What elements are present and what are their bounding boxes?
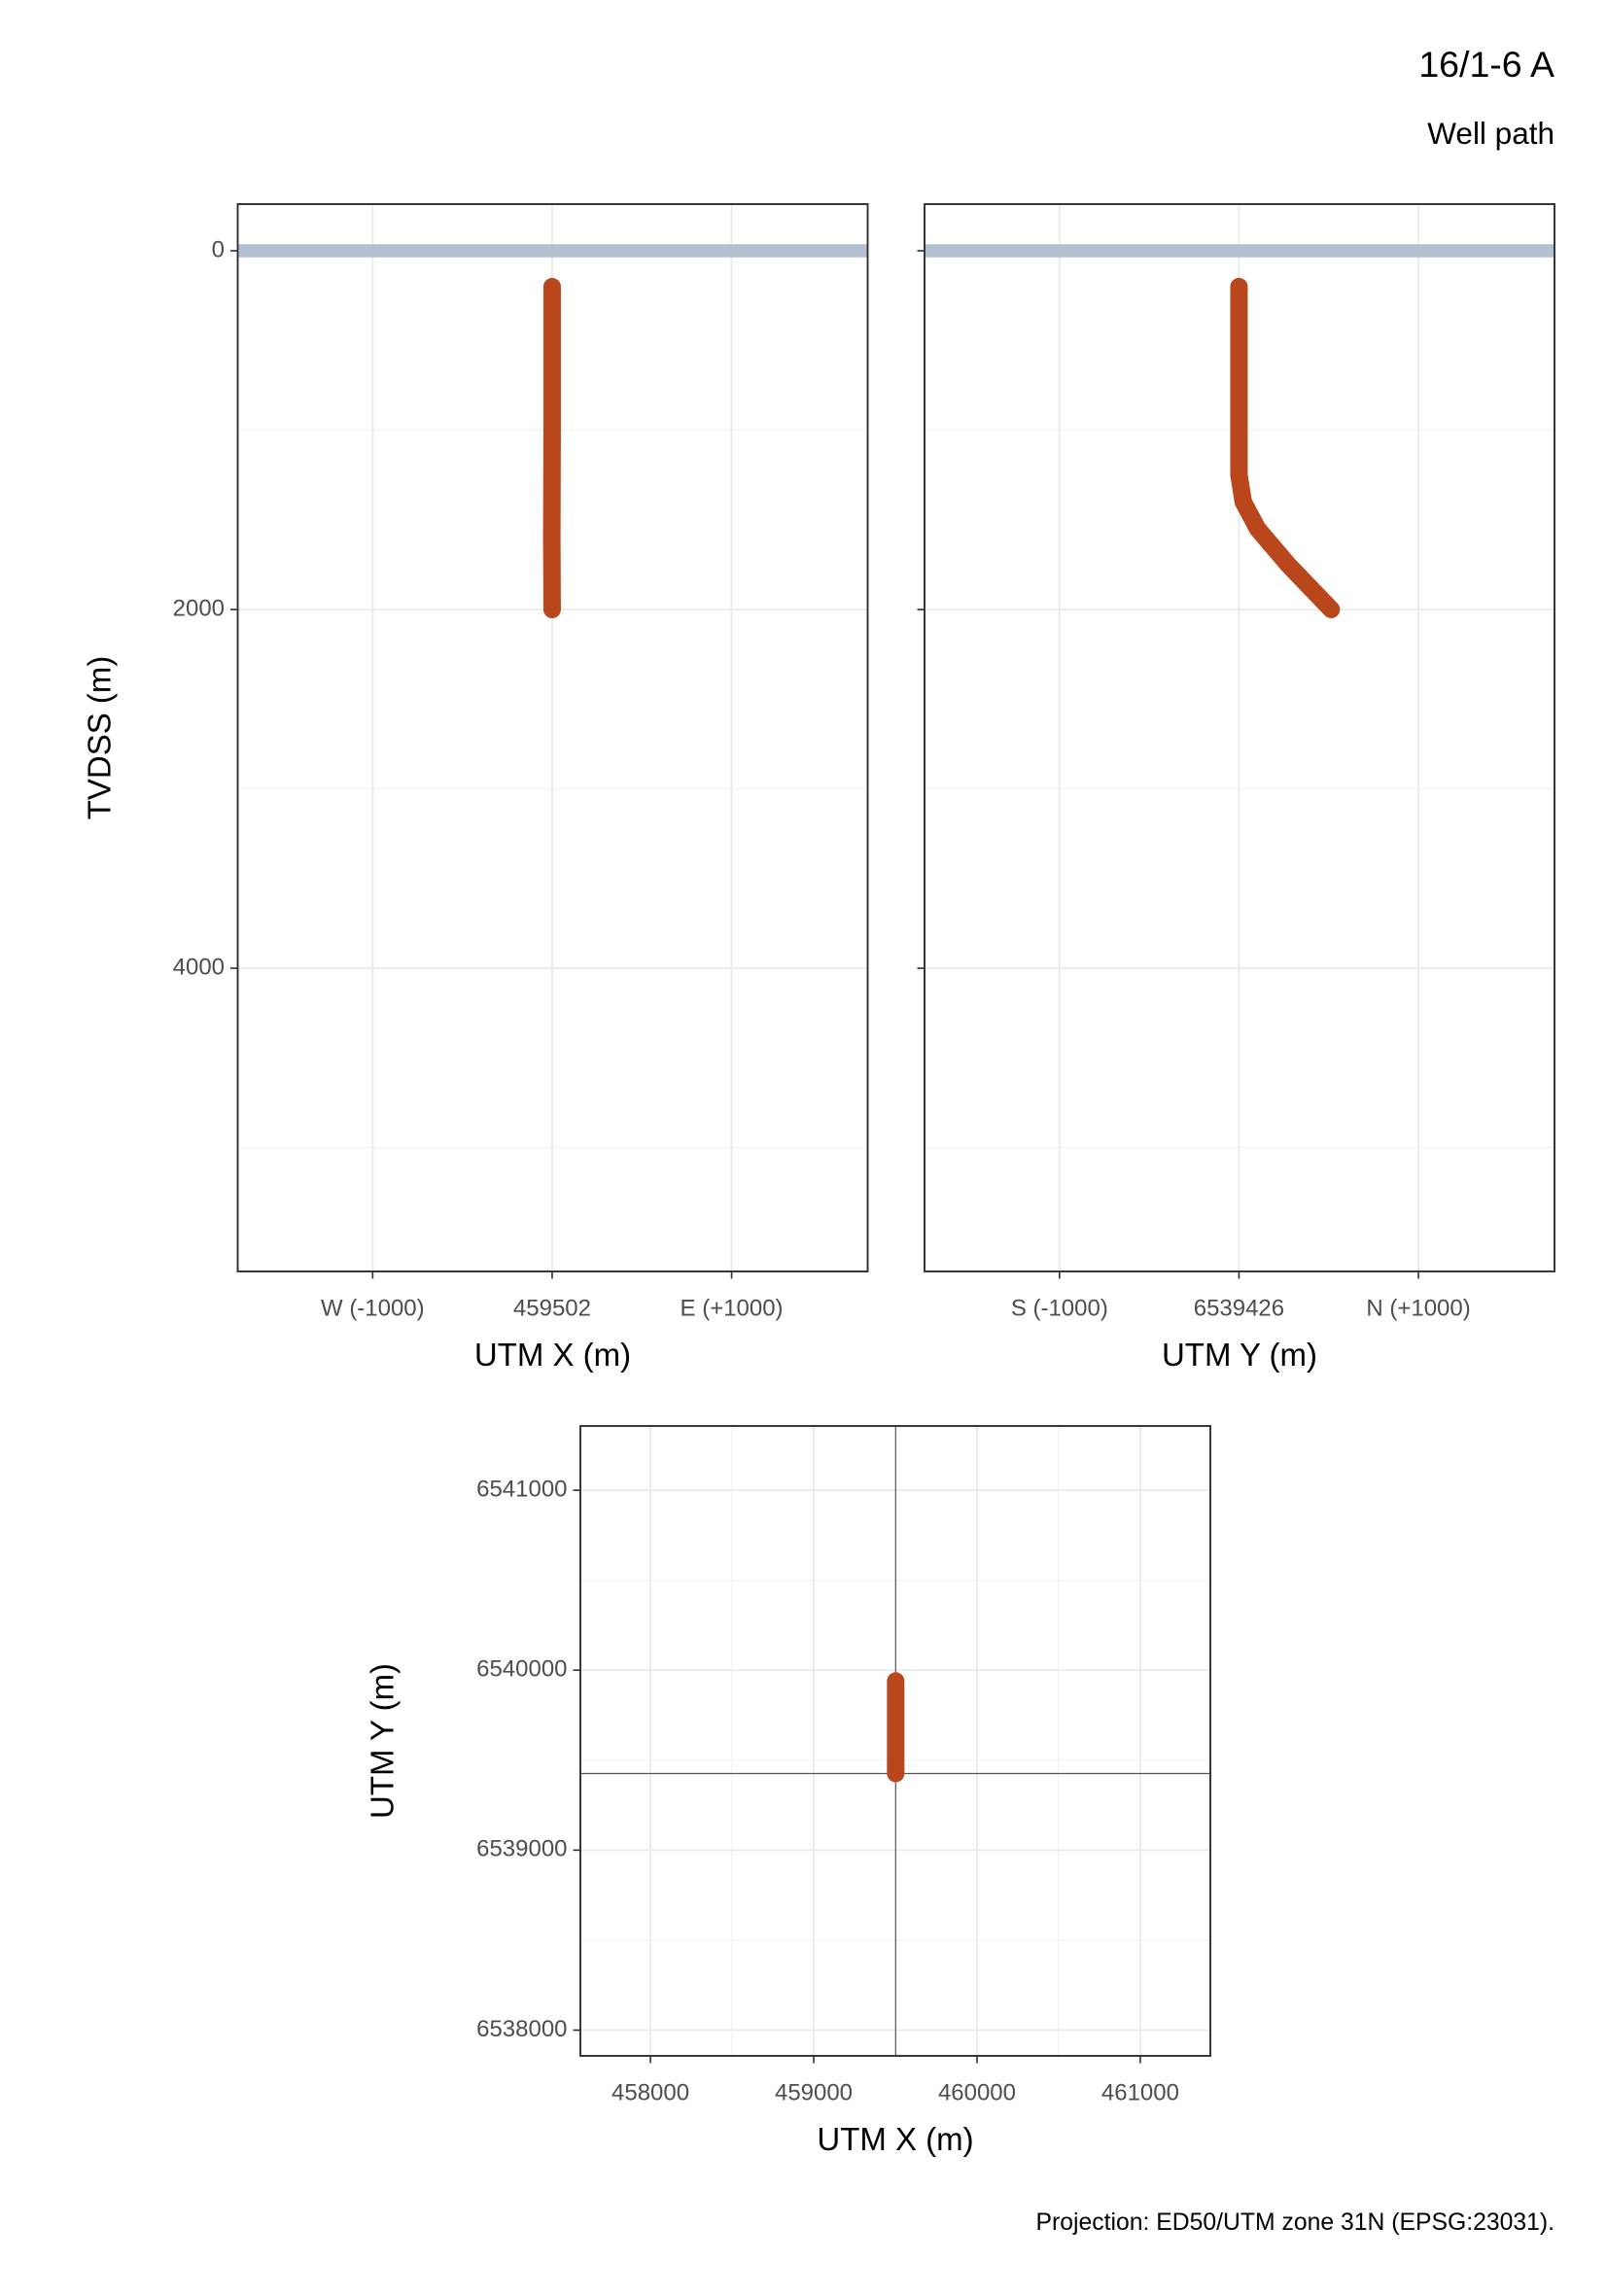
panel-border bbox=[924, 203, 1555, 1272]
panel-border bbox=[236, 203, 869, 1272]
x-axis-title: UTM X (m) bbox=[474, 1337, 631, 1373]
y-axis-title: UTM Y (m) bbox=[365, 1663, 401, 1819]
caption: Projection: ED50/UTM zone 31N (EPSG:2303… bbox=[1036, 2209, 1555, 2236]
y-tick-label: 6538000 bbox=[476, 2016, 567, 2042]
y-tick-label: 6540000 bbox=[476, 1656, 567, 1683]
x-tick-label: 6539426 bbox=[1194, 1295, 1284, 1321]
y-tick-label: 2000 bbox=[173, 595, 225, 621]
x-tick-label: S (-1000) bbox=[1011, 1295, 1108, 1321]
x-tick-label: 459502 bbox=[513, 1295, 591, 1321]
title: 16/1-6 A bbox=[1418, 44, 1555, 85]
x-axis-title: UTM Y (m) bbox=[1162, 1337, 1317, 1373]
x-tick-label: 459000 bbox=[775, 2079, 853, 2105]
x-tick-label: 461000 bbox=[1101, 2079, 1179, 2105]
x-tick-label: 460000 bbox=[938, 2079, 1016, 2105]
x-tick-label: W (-1000) bbox=[321, 1295, 425, 1321]
y-tick-label: 0 bbox=[212, 236, 225, 262]
x-axis-title: UTM X (m) bbox=[817, 2121, 973, 2157]
well-path bbox=[1230, 277, 1341, 619]
subtitle: Well path bbox=[1427, 116, 1555, 151]
x-tick-label: E (+1000) bbox=[681, 1295, 784, 1321]
x-tick-label: N (+1000) bbox=[1366, 1295, 1470, 1321]
y-tick-label: 6539000 bbox=[476, 1836, 567, 1862]
x-tick-label: 458000 bbox=[611, 2079, 689, 2105]
panel-border bbox=[579, 1424, 1211, 2057]
y-tick-label: 4000 bbox=[173, 954, 225, 980]
y-tick-label: 6541000 bbox=[476, 1476, 567, 1502]
y-axis-title: TVDSS (m) bbox=[82, 656, 118, 820]
